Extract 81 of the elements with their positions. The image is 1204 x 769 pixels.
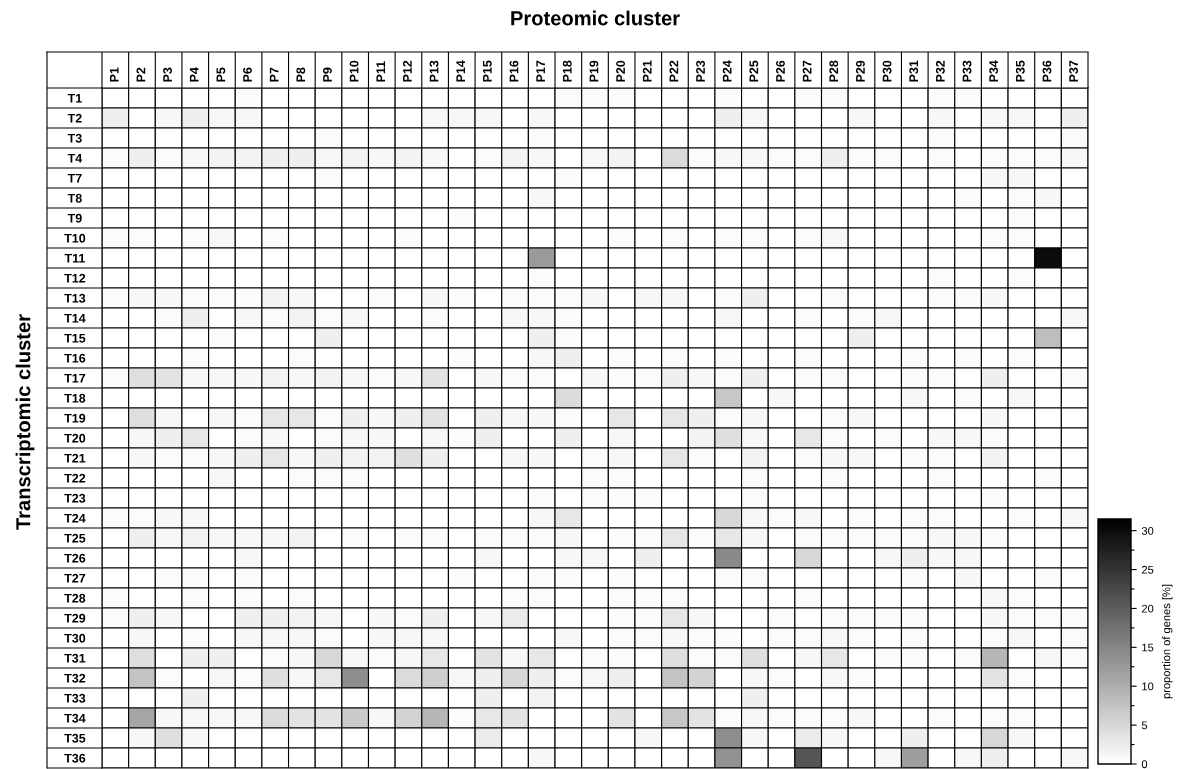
- x-axis-title: Proteomic cluster: [511, 10, 680, 26]
- y-tick-label: T34: [64, 713, 86, 723]
- y-tick-label: T36: [64, 753, 86, 763]
- y-tick-label: T23: [64, 493, 86, 503]
- x-tick-label: P2: [136, 67, 146, 82]
- color-bar-label: 20: [1141, 604, 1154, 613]
- color-bar-label: 30: [1141, 526, 1154, 535]
- color-bar-label: 25: [1141, 565, 1154, 574]
- y-tick-label: T8: [67, 193, 82, 203]
- y-tick-label: T15: [64, 333, 86, 343]
- y-tick-label: T29: [64, 613, 86, 623]
- color-bar-title: proportion of genes [%]: [1162, 584, 1173, 699]
- y-tick-label: T22: [64, 473, 86, 483]
- y-tick-label: T12: [64, 273, 86, 283]
- y-tick-label: T3: [67, 133, 82, 143]
- x-tick-label: P37: [1069, 60, 1079, 82]
- x-tick-label: P24: [722, 60, 732, 82]
- x-tick-label: P7: [269, 67, 279, 82]
- x-tick-label: P8: [296, 67, 306, 82]
- y-axis-title: Transcriptomic cluster: [15, 314, 35, 530]
- y-tick-label: T19: [64, 413, 86, 423]
- x-tick-label: P25: [749, 60, 759, 82]
- x-tick-label: P16: [509, 60, 519, 82]
- x-tick-label: P27: [802, 60, 812, 82]
- y-tick-label: T32: [64, 673, 86, 683]
- y-tick-label: T26: [64, 553, 86, 563]
- y-tick-label: T13: [64, 293, 86, 303]
- x-tick-label: P21: [642, 60, 652, 82]
- x-tick-label: P3: [163, 67, 172, 82]
- x-tick-label: P4: [189, 67, 199, 82]
- x-tick-label: P31: [909, 60, 919, 82]
- y-tick-label: T25: [64, 533, 86, 543]
- color-bar-label: 10: [1142, 682, 1154, 691]
- x-tick-label: P18: [562, 60, 572, 82]
- y-tick-label: T16: [64, 353, 86, 363]
- y-tick-label: T28: [64, 593, 86, 603]
- x-tick-label: P9: [323, 67, 332, 82]
- x-tick-label: P19: [589, 60, 599, 82]
- x-tick-label: P35: [1015, 60, 1025, 82]
- x-tick-label: P10: [349, 60, 359, 82]
- x-tick-label: P5: [216, 67, 226, 82]
- x-tick-label: P23: [696, 60, 705, 82]
- y-tick-label: T17: [64, 373, 86, 383]
- x-tick-label: P14: [456, 60, 465, 82]
- x-tick-label: P6: [243, 67, 252, 82]
- x-tick-label: P33: [962, 60, 972, 82]
- y-tick-label: T14: [64, 313, 86, 323]
- y-tick-label: T18: [64, 393, 86, 403]
- y-tick-label: T10: [64, 233, 86, 243]
- y-tick-label: T35: [64, 733, 86, 743]
- x-tick-label: P12: [402, 60, 412, 82]
- color-bar-label: 5: [1141, 721, 1148, 730]
- y-tick-label: T1: [67, 93, 82, 103]
- x-tick-label: P13: [429, 60, 439, 82]
- y-tick-label: T33: [64, 693, 86, 703]
- x-tick-label: P36: [1042, 60, 1052, 82]
- x-tick-label: P22: [669, 60, 679, 82]
- x-tick-label: P20: [616, 60, 625, 82]
- y-tick-label: T7: [67, 173, 82, 183]
- x-tick-label: P17: [536, 60, 545, 82]
- x-tick-label: P28: [829, 60, 839, 82]
- y-tick-label: T31: [64, 653, 86, 663]
- x-tick-label: P30: [882, 60, 892, 82]
- x-tick-label: P34: [989, 60, 999, 82]
- color-bar-label: 15: [1142, 643, 1154, 652]
- y-tick-label: T30: [64, 633, 86, 643]
- x-tick-label: P15: [483, 60, 492, 82]
- x-tick-label: P1: [109, 67, 119, 82]
- x-tick-label: P29: [855, 60, 865, 82]
- y-tick-label: T20: [64, 433, 86, 443]
- y-tick-label: T2: [67, 113, 82, 123]
- y-tick-label: T9: [67, 213, 82, 223]
- x-tick-label: P11: [376, 61, 386, 82]
- x-tick-label: P32: [935, 60, 945, 82]
- y-tick-label: T11: [64, 253, 85, 263]
- y-tick-label: T4: [67, 153, 83, 163]
- y-tick-label: T21: [64, 453, 86, 463]
- y-tick-label: T24: [64, 513, 86, 523]
- color-bar-label: 0: [1141, 760, 1148, 769]
- y-tick-label: T27: [64, 573, 86, 583]
- x-tick-label: P26: [776, 60, 785, 82]
